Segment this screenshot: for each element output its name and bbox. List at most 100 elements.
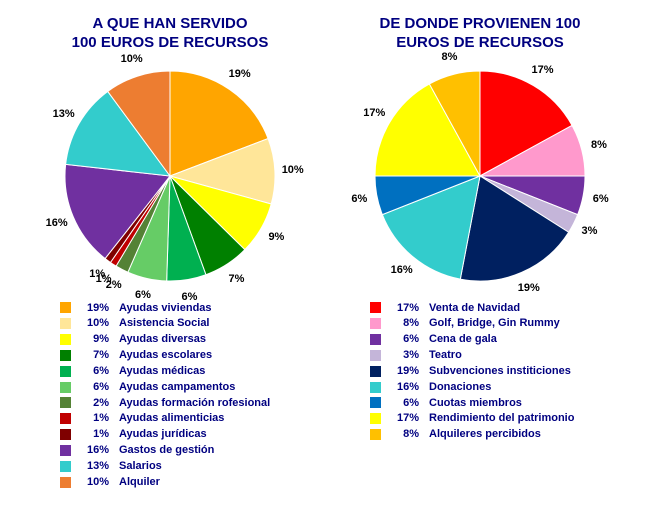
slice-pct-label: 9%: [268, 231, 284, 243]
slice-pct-label: 10%: [282, 164, 304, 176]
legend-swatch: [370, 350, 381, 361]
right-chart-title: DE DONDE PROVIENEN 100 EUROS DE RECURSOS: [380, 15, 581, 53]
legend-swatch: [60, 382, 71, 393]
legend-label: Ayudas escolares: [119, 348, 212, 363]
legend-row: 10%Asistencia Social: [60, 316, 270, 331]
legend-row: 16% Gastos de gestión: [60, 443, 270, 458]
slice-pct-label: 19%: [518, 282, 540, 294]
legend-swatch: [60, 477, 71, 488]
slice-pct-label: 17%: [532, 64, 554, 76]
slice-pct-label: 13%: [53, 108, 75, 120]
slice-pct-label: 16%: [391, 264, 413, 276]
left-legend: 19% Ayudas viviendas10%Asistencia Social9…: [20, 301, 270, 491]
legend-label: Teatro: [429, 348, 462, 363]
legend-pct: 9%: [77, 332, 109, 347]
slice-pct-label: 1%: [89, 268, 105, 280]
legend-swatch: [60, 429, 71, 440]
legend-pct: 19%: [77, 301, 109, 316]
legend-swatch: [370, 413, 381, 424]
legend-pct: 2%: [77, 396, 109, 411]
legend-label: Ayudas formación rofesional: [119, 396, 270, 411]
legend-label: Ayudas diversas: [119, 332, 206, 347]
slice-pct-label: 10%: [121, 53, 143, 65]
charts-row: A QUE HAN SERVIDO 100 EUROS DE RECURSOS …: [20, 15, 630, 491]
legend-swatch: [370, 318, 381, 329]
left-chart-title: A QUE HAN SERVIDO 100 EUROS DE RECURSOS: [72, 15, 269, 53]
legend-swatch: [370, 382, 381, 393]
legend-label: Ayudas alimenticias: [119, 411, 224, 426]
legend-row: 17% Rendimiento del patrimonio: [370, 411, 574, 426]
legend-row: 8% Golf, Bridge, Gin Rummy: [370, 316, 574, 331]
legend-row: 8% Alquileres percibidos: [370, 427, 574, 442]
legend-pct: 16%: [387, 380, 419, 395]
legend-pct: 10%: [77, 316, 109, 331]
slice-pct-label: 17%: [363, 107, 385, 119]
legend-pct: 6%: [387, 332, 419, 347]
slice-pct-label: 6%: [181, 291, 197, 303]
legend-label: Alquileres percibidos: [429, 427, 541, 442]
right-pie-chart: 17%8%6%3%19%16%6%17%8%: [365, 61, 595, 291]
legend-label: Venta de Navidad: [429, 301, 520, 316]
legend-row: 17% Venta de Navidad: [370, 301, 574, 316]
legend-pct: 6%: [387, 396, 419, 411]
legend-pct: 17%: [387, 411, 419, 426]
legend-swatch: [60, 302, 71, 313]
legend-pct: 1%: [77, 427, 109, 442]
slice-pct-label: 6%: [593, 193, 609, 205]
legend-swatch: [370, 334, 381, 345]
legend-row: 6% Cuotas miembros: [370, 396, 574, 411]
slice-pct-label: 19%: [229, 68, 251, 80]
legend-row: 1% Ayudas jurídicas: [60, 427, 270, 442]
legend-label: Cuotas miembros: [429, 396, 522, 411]
slice-pct-label: 8%: [441, 51, 457, 63]
legend-row: 6% Cena de gala: [370, 332, 574, 347]
legend-row: 9% Ayudas diversas: [60, 332, 270, 347]
pie-svg: [365, 61, 595, 291]
legend-row: 2% Ayudas formación rofesional: [60, 396, 270, 411]
slice-pct-label: 8%: [591, 139, 607, 151]
legend-swatch: [370, 366, 381, 377]
legend-swatch: [60, 334, 71, 345]
legend-swatch: [370, 429, 381, 440]
legend-pct: 16%: [77, 443, 109, 458]
legend-label: Rendimiento del patrimonio: [429, 411, 574, 426]
legend-row: 6%Ayudas campamentos: [60, 380, 270, 395]
legend-row: 6%Ayudas médicas: [60, 364, 270, 379]
legend-pct: 19%: [387, 364, 419, 379]
slice-pct-label: 16%: [46, 217, 68, 229]
right-chart-column: DE DONDE PROVIENEN 100 EUROS DE RECURSOS…: [330, 15, 630, 491]
legend-swatch: [60, 366, 71, 377]
legend-pct: 8%: [387, 427, 419, 442]
legend-label: Golf, Bridge, Gin Rummy: [429, 316, 560, 331]
legend-pct: 1%: [77, 411, 109, 426]
legend-pct: 13%: [77, 459, 109, 474]
legend-label: Cena de gala: [429, 332, 497, 347]
legend-pct: 8%: [387, 316, 419, 331]
legend-label: Ayudas médicas: [119, 364, 205, 379]
pie-svg: [55, 61, 285, 291]
legend-label: Ayudas jurídicas: [119, 427, 207, 442]
legend-row: 3%Teatro: [370, 348, 574, 363]
legend-row: 19%Subvenciones institiciones: [370, 364, 574, 379]
legend-swatch: [60, 445, 71, 456]
left-chart-column: A QUE HAN SERVIDO 100 EUROS DE RECURSOS …: [20, 15, 320, 491]
right-legend: 17% Venta de Navidad 8% Golf, Bridge, Gin R…: [330, 301, 574, 444]
legend-row: 13% Salarios: [60, 459, 270, 474]
legend-swatch: [60, 461, 71, 472]
legend-label: Salarios: [119, 459, 162, 474]
legend-label: Gastos de gestión: [119, 443, 214, 458]
legend-swatch: [60, 413, 71, 424]
legend-swatch: [60, 350, 71, 361]
legend-row: 19% Ayudas viviendas: [60, 301, 270, 316]
slice-pct-label: 7%: [228, 273, 244, 285]
legend-pct: 7%: [77, 348, 109, 363]
slice-pct-label: 6%: [351, 193, 367, 205]
legend-swatch: [370, 302, 381, 313]
slice-pct-label: 3%: [582, 225, 598, 237]
legend-row: 10%Alquiler: [60, 475, 270, 490]
legend-swatch: [60, 397, 71, 408]
legend-row: 1% Ayudas alimenticias: [60, 411, 270, 426]
legend-pct: 17%: [387, 301, 419, 316]
legend-label: Ayudas viviendas: [119, 301, 212, 316]
legend-swatch: [370, 397, 381, 408]
